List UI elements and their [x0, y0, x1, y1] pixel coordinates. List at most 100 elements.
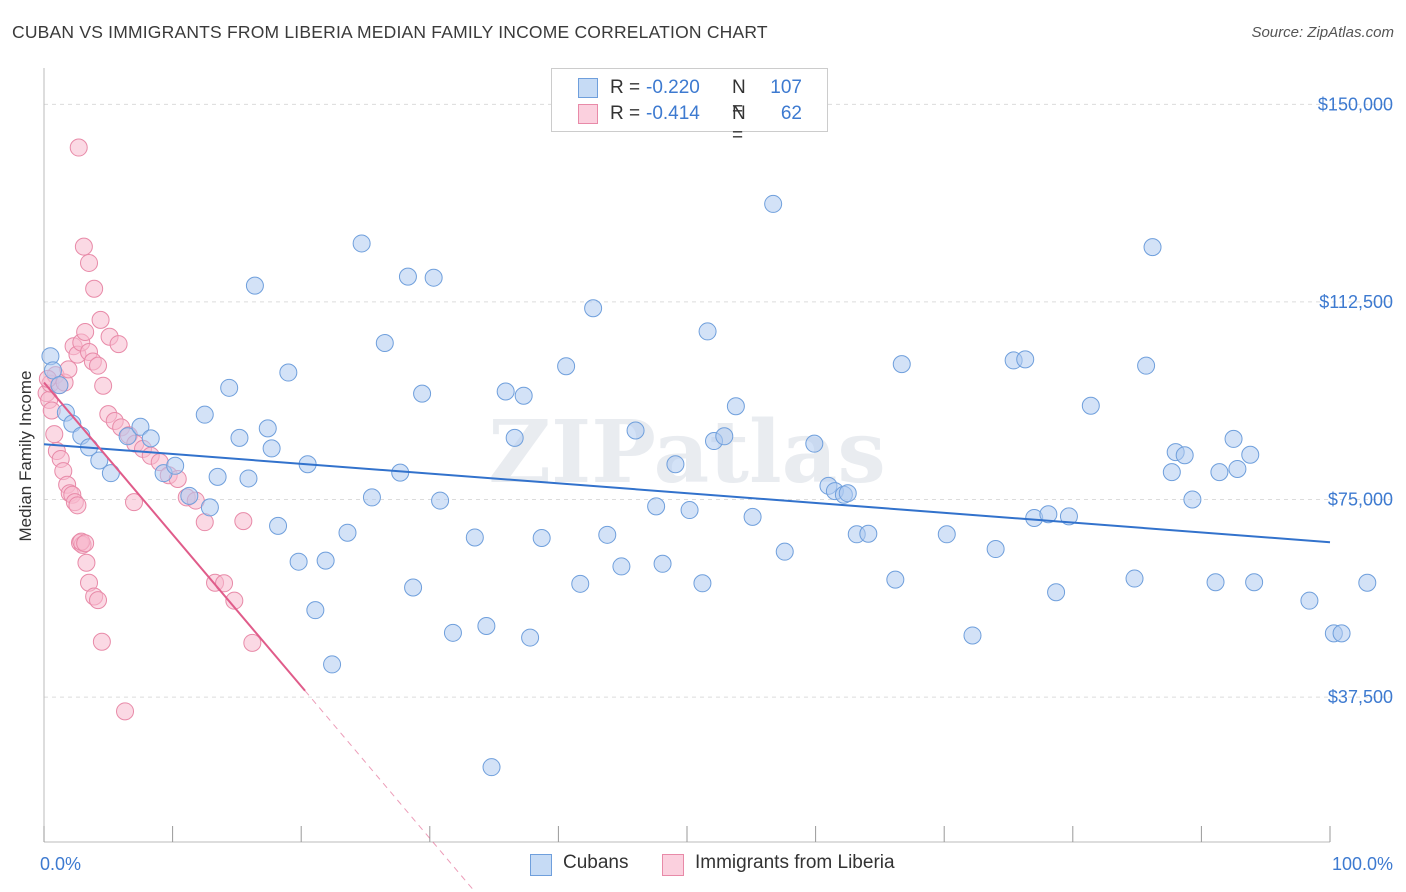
- cubans-point: [1183, 490, 1202, 509]
- legend-n-value: 62: [780, 103, 802, 124]
- cubans-point: [764, 194, 783, 213]
- liberia-point: [76, 322, 95, 341]
- cubans-point: [1358, 573, 1377, 592]
- cubans-point: [258, 419, 277, 438]
- cubans-point: [598, 525, 617, 544]
- cubans-point: [1175, 446, 1194, 465]
- cubans-point: [514, 386, 533, 405]
- cubans-point: [289, 552, 308, 571]
- liberia-point: [85, 279, 104, 298]
- cubans-point: [1059, 507, 1078, 526]
- legend-r-value: -0.220: [646, 77, 700, 98]
- series-cubans-points: [41, 194, 1377, 777]
- cubans-legend-swatch: [530, 854, 552, 876]
- cubans-point: [1228, 459, 1247, 478]
- cubans-point: [892, 355, 911, 374]
- cubans-point: [245, 276, 264, 295]
- cubans-point: [1210, 463, 1229, 482]
- liberia-point: [243, 633, 262, 652]
- legend-r-label: R =: [610, 103, 641, 124]
- cubans-point: [352, 234, 371, 253]
- cubans-point: [375, 334, 394, 353]
- y-tick-label: $37,500: [1328, 687, 1393, 707]
- liberia-point: [89, 591, 108, 610]
- liberia-trend-line: [43, 381, 306, 692]
- cubans-point: [693, 574, 712, 593]
- cubans-point: [505, 428, 524, 447]
- stats-legend: R = -0.220 N = 107 R = -0.414 N = 62: [551, 68, 828, 146]
- liberia-point: [91, 310, 110, 329]
- cubans-point: [443, 623, 462, 642]
- liberia-swatch: [578, 104, 598, 124]
- legend-n-label: N =: [732, 77, 746, 120]
- cubans-point: [1047, 583, 1066, 602]
- liberia-point: [225, 591, 244, 610]
- liberia-point: [59, 360, 78, 379]
- cubans-swatch: [578, 78, 598, 98]
- liberia-point: [234, 512, 253, 531]
- cubans-point: [775, 542, 794, 561]
- cubans-point: [279, 363, 298, 382]
- legend-r-value: -0.414: [646, 103, 700, 124]
- cubans-point: [208, 467, 227, 486]
- cubans-point: [338, 523, 357, 542]
- legend-label-cubans: Cubans: [563, 852, 629, 873]
- cubans-point: [230, 428, 249, 447]
- cubans-point: [465, 528, 484, 547]
- cubans-point: [90, 451, 109, 470]
- liberia-point: [89, 356, 108, 375]
- x-axis-max-label: 100.0%: [1332, 854, 1393, 874]
- liberia-legend-swatch: [662, 854, 684, 876]
- cubans-point: [1224, 429, 1243, 448]
- cubans-point: [838, 484, 857, 503]
- cubans-point: [180, 486, 199, 505]
- liberia-point: [125, 493, 144, 512]
- cubans-point: [726, 397, 745, 416]
- legend-n-value: 107: [770, 77, 802, 98]
- axis-layer: [43, 68, 1331, 843]
- liberia-point: [80, 253, 99, 272]
- cubans-point: [1125, 569, 1144, 588]
- cubans-point: [1300, 591, 1319, 610]
- cubans-point: [496, 382, 515, 401]
- legend-n-label: N =: [732, 103, 746, 146]
- cubans-point: [1039, 505, 1058, 524]
- trend-layer: [43, 381, 1331, 892]
- cubans-point: [743, 507, 762, 526]
- liberia-point: [94, 376, 113, 395]
- cubans-point: [362, 488, 381, 507]
- cubans-point: [1081, 396, 1100, 415]
- cubans-point: [986, 540, 1005, 559]
- cubans-point: [413, 384, 432, 403]
- liberia-point: [92, 632, 111, 651]
- cubans-point: [1016, 350, 1035, 369]
- y-axis-label: Median Family Income: [16, 370, 35, 541]
- cubans-point: [262, 439, 281, 458]
- y-tick-label: $112,500: [1319, 292, 1393, 312]
- cubans-point: [306, 601, 325, 620]
- liberia-point: [77, 553, 96, 572]
- y-tick-label: $75,000: [1328, 490, 1393, 510]
- cubans-point: [141, 429, 160, 448]
- cubans-point: [316, 551, 335, 570]
- cubans-point: [626, 421, 645, 440]
- y-tick-label: $150,000: [1318, 94, 1393, 114]
- liberia-point: [109, 335, 128, 354]
- cubans-point: [398, 267, 417, 286]
- cubans-point: [220, 378, 239, 397]
- cubans-point: [269, 516, 288, 535]
- cubans-point: [1143, 238, 1162, 257]
- cubans-point: [424, 268, 443, 287]
- cubans-point: [805, 434, 824, 453]
- cubans-point: [584, 299, 603, 318]
- cubans-point: [859, 524, 878, 543]
- liberia-point: [69, 138, 88, 157]
- cubans-point: [166, 456, 185, 475]
- cubans-point: [1332, 624, 1351, 643]
- cubans-point: [1241, 445, 1260, 464]
- cubans-point: [886, 570, 905, 589]
- legend-r-label: R =: [610, 77, 641, 98]
- liberia-point: [76, 534, 95, 553]
- x-axis-min-label: 0.0%: [40, 854, 81, 874]
